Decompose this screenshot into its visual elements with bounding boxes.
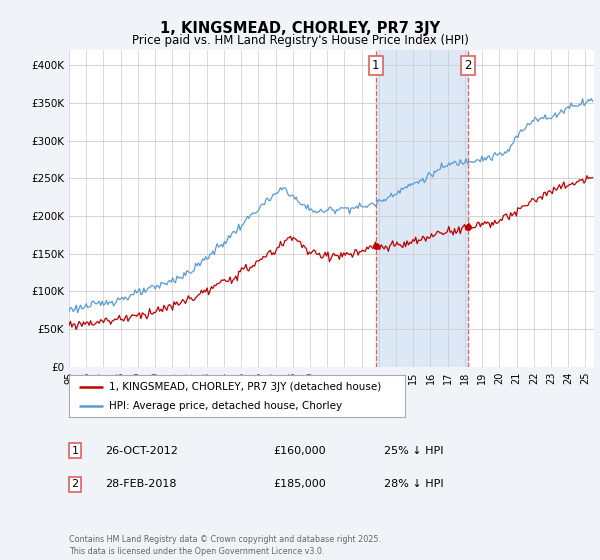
Text: £160,000: £160,000 bbox=[273, 446, 326, 456]
Text: 1, KINGSMEAD, CHORLEY, PR7 3JY: 1, KINGSMEAD, CHORLEY, PR7 3JY bbox=[160, 21, 440, 36]
Text: 28% ↓ HPI: 28% ↓ HPI bbox=[384, 479, 443, 489]
Text: 25% ↓ HPI: 25% ↓ HPI bbox=[384, 446, 443, 456]
Text: 2: 2 bbox=[71, 479, 79, 489]
Text: HPI: Average price, detached house, Chorley: HPI: Average price, detached house, Chor… bbox=[109, 402, 343, 411]
Bar bbox=[376, 50, 467, 367]
Text: Contains HM Land Registry data © Crown copyright and database right 2025.
This d: Contains HM Land Registry data © Crown c… bbox=[69, 535, 381, 556]
Text: 26-OCT-2012: 26-OCT-2012 bbox=[105, 446, 178, 456]
Text: 28-FEB-2018: 28-FEB-2018 bbox=[105, 479, 176, 489]
Text: £185,000: £185,000 bbox=[273, 479, 326, 489]
Text: 1: 1 bbox=[372, 59, 380, 72]
Text: 1: 1 bbox=[71, 446, 79, 456]
Text: 2: 2 bbox=[464, 59, 472, 72]
Text: 1, KINGSMEAD, CHORLEY, PR7 3JY (detached house): 1, KINGSMEAD, CHORLEY, PR7 3JY (detached… bbox=[109, 382, 382, 392]
Text: Price paid vs. HM Land Registry's House Price Index (HPI): Price paid vs. HM Land Registry's House … bbox=[131, 34, 469, 46]
